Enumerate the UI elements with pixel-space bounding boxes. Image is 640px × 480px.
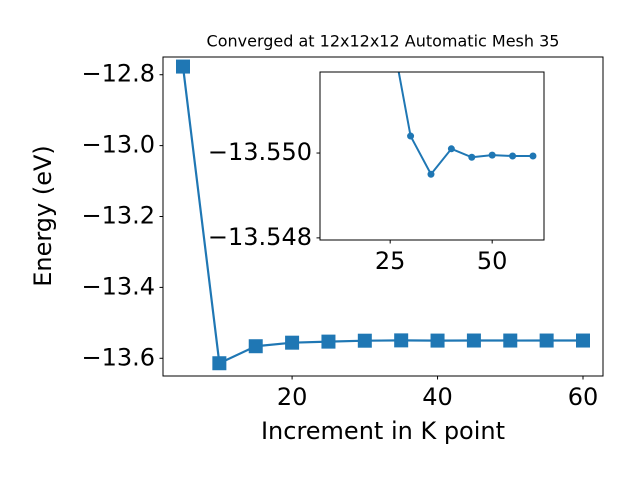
marker [509,152,517,160]
marker [427,170,435,178]
chart-title: Converged at 12x12x12 Automatic Mesh 35 [207,32,560,51]
plot-clip [176,59,590,371]
y-tick-label: −13.2 [81,202,155,230]
marker [321,334,336,349]
plot-clip [397,72,537,178]
marker [248,339,263,354]
marker [539,333,554,348]
axes-frame [319,71,545,241]
x-tick-label: 20 [277,383,308,411]
y-tick-label: −13.6 [81,343,155,371]
y-tick-label: −13.4 [81,272,155,300]
x-axis-label: Increment in K point [261,417,505,445]
y-tick-label: −12.8 [81,60,155,88]
y-tick-label: −13.548 [208,223,312,251]
marker [576,333,590,348]
marker [466,333,481,348]
x-tick-label: 25 [375,247,406,275]
marker [407,132,415,140]
marker [468,153,476,161]
marker [503,333,518,348]
marker [176,59,190,74]
marker [447,145,455,153]
y-tick-label: −13.550 [208,138,312,166]
x-tick-label: 40 [422,383,453,411]
x-tick-label: 60 [568,383,599,411]
marker [285,335,300,350]
marker [488,151,496,159]
y-axis-label: Energy (eV) [29,145,57,287]
marker [212,356,227,371]
x-tick-label: 50 [477,247,508,275]
y-tick-label: −13.0 [81,131,155,159]
marker [529,152,537,160]
marker [357,333,372,348]
marker [394,333,409,348]
marker [430,333,445,348]
